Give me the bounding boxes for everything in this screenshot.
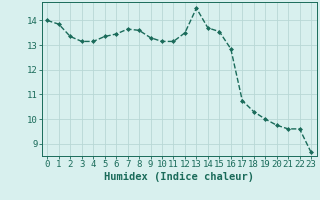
X-axis label: Humidex (Indice chaleur): Humidex (Indice chaleur): [104, 172, 254, 182]
